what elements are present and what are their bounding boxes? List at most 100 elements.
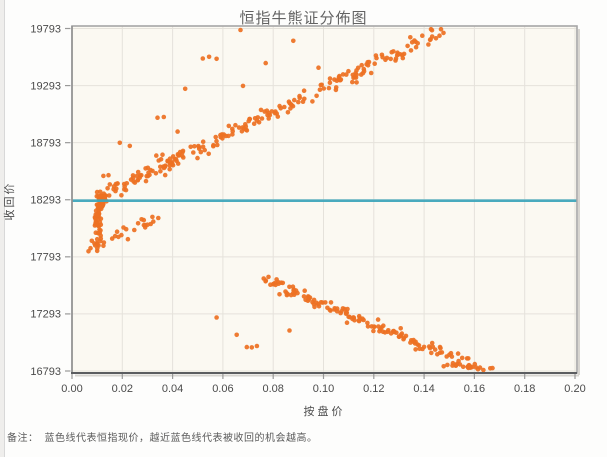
data-point[interactable]: [122, 184, 127, 189]
data-point[interactable]: [154, 153, 159, 158]
data-point[interactable]: [107, 182, 113, 187]
data-point[interactable]: [117, 140, 123, 146]
data-point[interactable]: [263, 60, 269, 66]
data-point[interactable]: [354, 72, 359, 78]
data-point[interactable]: [161, 114, 167, 120]
data-point[interactable]: [368, 70, 374, 76]
data-point[interactable]: [356, 318, 362, 323]
data-point[interactable]: [373, 53, 379, 58]
data-point[interactable]: [238, 27, 243, 33]
data-point[interactable]: [125, 236, 131, 242]
data-point[interactable]: [115, 181, 120, 186]
data-point[interactable]: [326, 85, 332, 91]
data-point[interactable]: [323, 300, 328, 305]
data-point[interactable]: [285, 110, 291, 115]
data-point[interactable]: [292, 97, 297, 103]
data-point[interactable]: [158, 157, 164, 162]
data-point[interactable]: [354, 80, 359, 85]
data-point[interactable]: [144, 173, 149, 179]
data-point[interactable]: [114, 229, 120, 234]
data-point[interactable]: [429, 340, 435, 346]
data-point[interactable]: [98, 228, 103, 233]
data-point[interactable]: [428, 37, 433, 42]
data-point[interactable]: [334, 78, 340, 83]
data-point[interactable]: [132, 180, 138, 185]
data-point[interactable]: [447, 352, 452, 358]
data-point[interactable]: [441, 364, 447, 369]
data-point[interactable]: [346, 68, 351, 74]
data-point[interactable]: [98, 238, 103, 244]
data-point[interactable]: [123, 226, 129, 232]
data-point[interactable]: [296, 99, 301, 105]
data-point[interactable]: [328, 308, 333, 313]
data-point[interactable]: [327, 80, 333, 85]
data-point[interactable]: [371, 328, 376, 334]
data-point[interactable]: [338, 310, 343, 316]
data-point[interactable]: [162, 172, 168, 178]
data-point[interactable]: [89, 238, 95, 244]
data-point[interactable]: [328, 300, 334, 305]
data-point[interactable]: [380, 54, 385, 60]
data-point[interactable]: [127, 143, 133, 149]
data-point[interactable]: [438, 26, 444, 32]
data-point[interactable]: [92, 223, 98, 228]
data-point[interactable]: [97, 219, 103, 225]
data-point[interactable]: [350, 79, 355, 85]
data-point[interactable]: [221, 132, 227, 137]
data-point[interactable]: [230, 132, 235, 137]
data-point[interactable]: [361, 66, 367, 72]
data-point[interactable]: [109, 236, 115, 241]
data-point[interactable]: [191, 150, 196, 155]
data-point[interactable]: [105, 186, 110, 191]
data-point[interactable]: [413, 347, 418, 352]
data-point[interactable]: [408, 35, 413, 40]
data-point[interactable]: [321, 86, 327, 91]
data-point[interactable]: [167, 156, 173, 161]
data-point[interactable]: [426, 344, 432, 349]
data-point[interactable]: [398, 326, 404, 331]
data-point[interactable]: [286, 99, 292, 104]
data-point[interactable]: [135, 221, 141, 226]
data-point[interactable]: [277, 292, 282, 297]
data-point[interactable]: [435, 352, 440, 357]
data-point[interactable]: [96, 203, 102, 209]
data-point[interactable]: [252, 116, 258, 121]
data-point[interactable]: [344, 72, 349, 77]
data-point[interactable]: [392, 329, 397, 335]
data-point[interactable]: [334, 309, 340, 314]
data-point[interactable]: [119, 193, 124, 198]
data-point[interactable]: [295, 290, 300, 296]
data-point[interactable]: [282, 104, 287, 110]
data-point[interactable]: [155, 115, 160, 120]
data-point[interactable]: [262, 109, 268, 114]
data-point[interactable]: [416, 343, 422, 348]
data-point[interactable]: [314, 300, 319, 306]
data-point[interactable]: [372, 61, 378, 66]
data-point[interactable]: [325, 305, 330, 311]
data-point[interactable]: [218, 134, 223, 140]
data-point[interactable]: [455, 351, 461, 356]
data-point[interactable]: [317, 87, 323, 92]
data-point[interactable]: [459, 355, 465, 361]
data-point[interactable]: [244, 128, 250, 133]
data-point[interactable]: [354, 68, 359, 73]
data-point[interactable]: [269, 109, 275, 114]
data-point[interactable]: [135, 169, 141, 175]
data-point[interactable]: [433, 36, 439, 41]
data-point[interactable]: [405, 43, 410, 49]
data-point[interactable]: [464, 356, 470, 361]
data-point[interactable]: [98, 193, 103, 199]
data-point[interactable]: [318, 82, 324, 88]
data-point[interactable]: [249, 345, 255, 350]
data-point[interactable]: [192, 144, 197, 149]
data-point[interactable]: [312, 304, 317, 310]
data-point[interactable]: [106, 172, 111, 178]
data-point[interactable]: [106, 193, 112, 198]
data-point[interactable]: [287, 284, 292, 290]
data-point[interactable]: [92, 243, 98, 248]
data-point[interactable]: [111, 184, 117, 189]
data-point[interactable]: [384, 55, 390, 61]
data-point[interactable]: [365, 320, 370, 326]
data-point[interactable]: [430, 344, 436, 350]
data-point[interactable]: [244, 344, 250, 350]
